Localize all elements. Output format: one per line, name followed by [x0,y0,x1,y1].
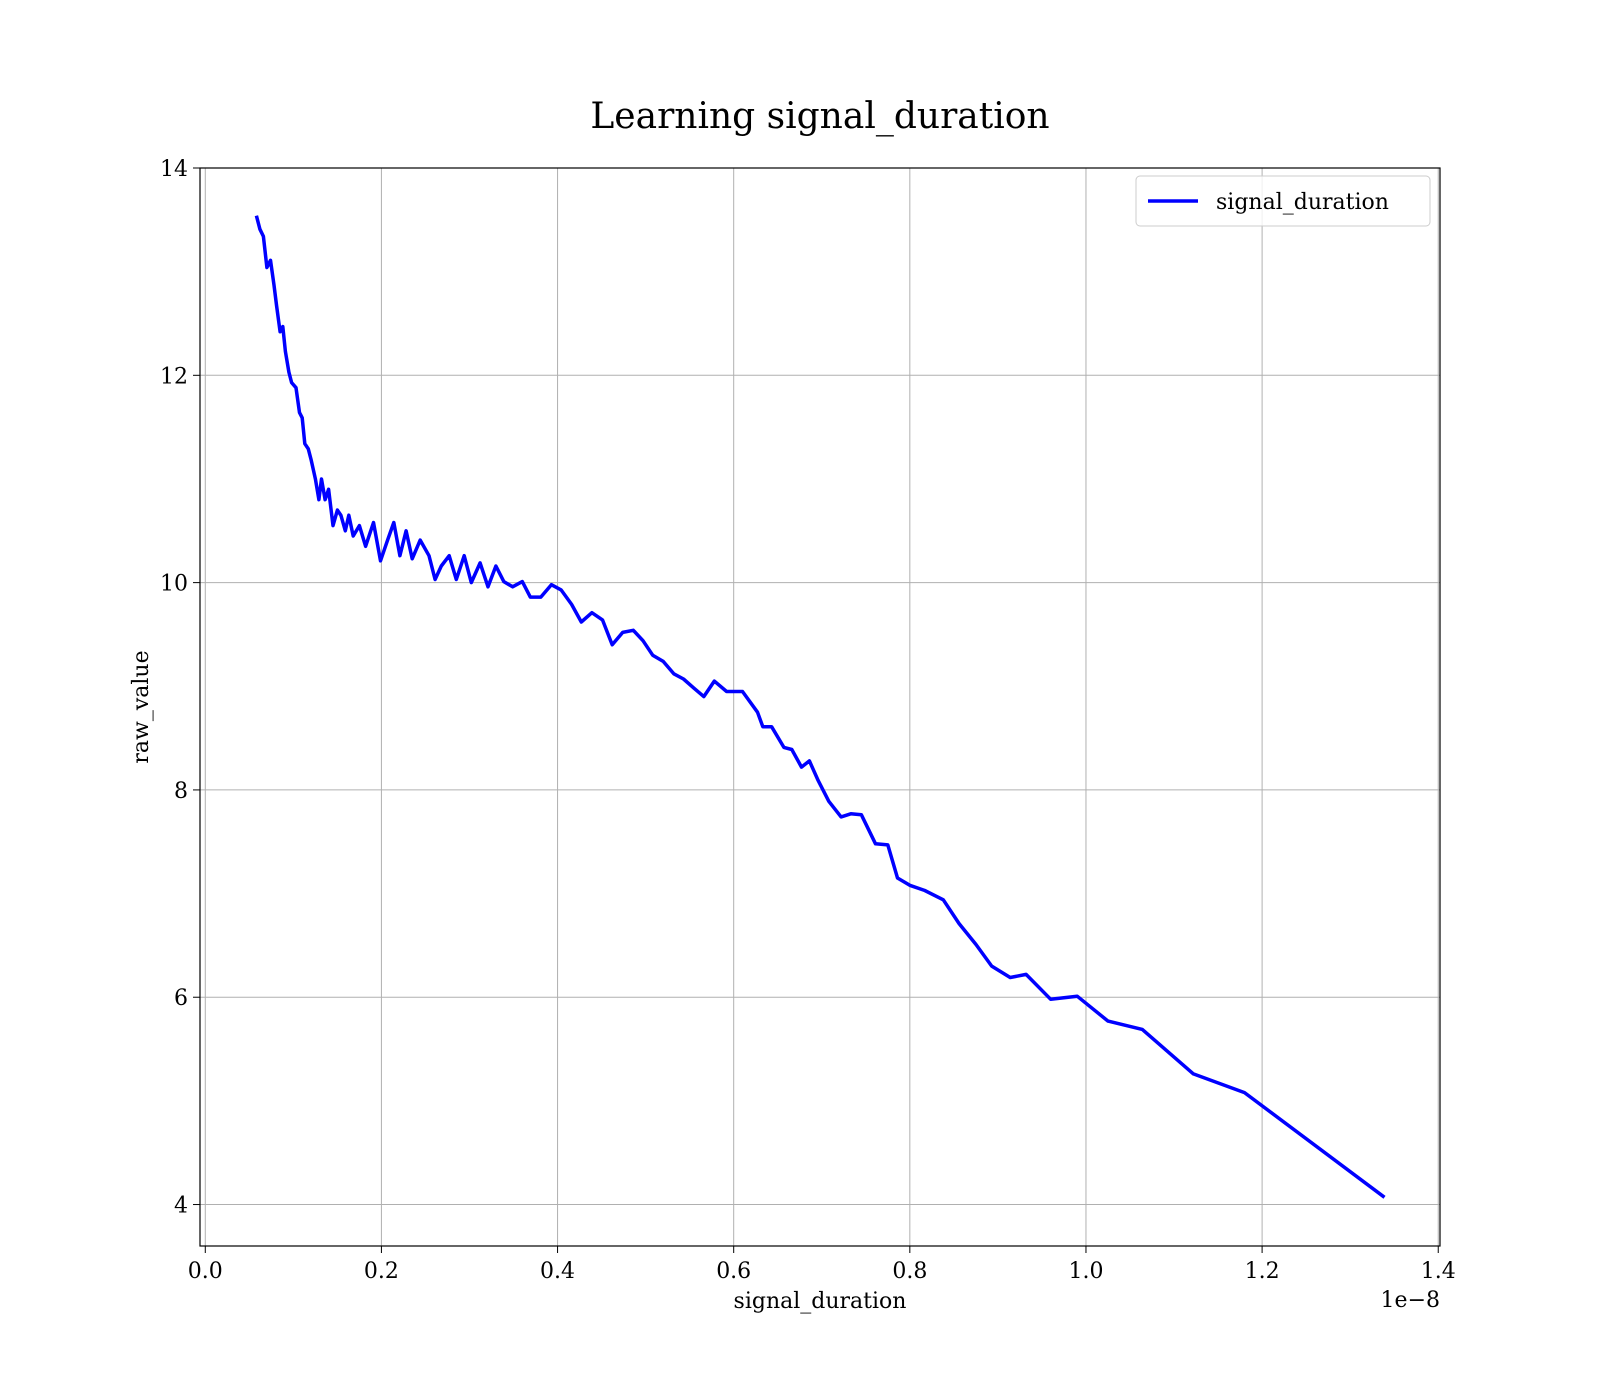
data-line [254,215,1386,1199]
y-axis-label: raw_value [129,650,154,763]
axes-frame [199,167,1441,1247]
y-tick-label: 8 [174,779,188,804]
legend-box [1135,175,1431,227]
x-offset-label: 1e−8 [1381,1288,1440,1313]
legend-label: signal_duration [1216,190,1389,215]
y-tick-label: 4 [174,1194,188,1219]
x-tick-label: 0.8 [892,1259,927,1284]
y-tick-label: 10 [160,572,188,597]
x-tick-label: 1.0 [1068,1259,1103,1284]
y-tick-label: 12 [160,364,188,389]
y-tick-label: 14 [160,157,188,182]
chart-title: Learning signal_duration [590,96,1049,137]
x-tick-label: 0.4 [540,1259,575,1284]
x-tick-label: 1.4 [1421,1259,1456,1284]
x-tick-label: 0.6 [716,1259,751,1284]
x-tick-label: 0.2 [364,1259,399,1284]
x-tick-label: 0.0 [188,1259,223,1284]
x-tick-label: 1.2 [1245,1259,1280,1284]
x-axis-label: signal_duration [734,1289,907,1314]
y-tick-label: 6 [174,986,188,1011]
